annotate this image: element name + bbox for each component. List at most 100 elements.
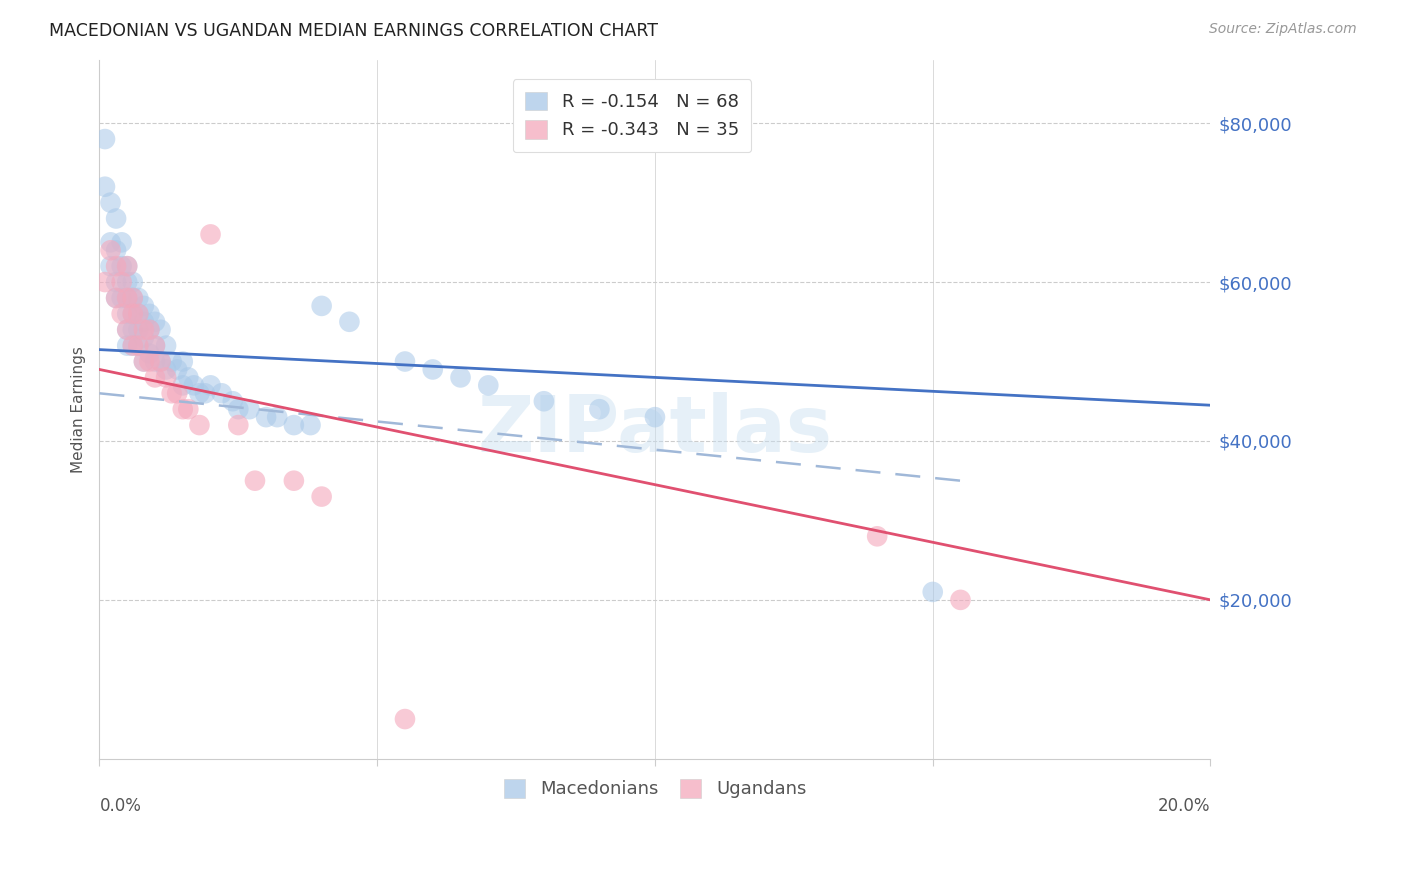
Point [311,299,333,313]
Point [121,307,143,321]
Point [422,362,444,376]
Point [127,307,149,321]
Point [127,338,149,352]
Point [115,259,138,273]
Point [121,323,143,337]
Text: 0.0%: 0.0% [100,797,142,815]
Point [121,275,143,289]
Point [115,338,138,352]
Point [211,386,233,401]
Point [94,132,117,146]
Point [143,354,166,368]
Point [194,386,217,401]
Point [127,291,149,305]
Point [155,338,177,352]
Point [127,323,149,337]
Point [100,244,122,258]
Point [149,354,172,368]
Point [115,307,138,321]
Point [188,386,211,401]
Point [127,307,149,321]
Text: 20.0%: 20.0% [1159,797,1211,815]
Point [921,585,943,599]
Y-axis label: Median Earnings: Median Earnings [72,346,86,473]
Point [132,323,155,337]
Point [132,315,155,329]
Point [172,354,194,368]
Point [115,291,138,305]
Point [243,474,266,488]
Point [228,402,250,417]
Point [121,291,143,305]
Point [121,307,143,321]
Point [149,354,172,368]
Point [111,259,134,273]
Point [143,370,166,384]
Point [100,235,122,250]
Text: Source: ZipAtlas.com: Source: ZipAtlas.com [1209,22,1357,37]
Point [111,291,134,305]
Point [177,402,200,417]
Point [115,323,138,337]
Point [132,299,155,313]
Point [155,370,177,384]
Point [160,386,183,401]
Point [160,354,183,368]
Point [200,378,222,392]
Point [132,354,155,368]
Point [450,370,472,384]
Point [172,402,194,417]
Point [127,338,149,352]
Point [394,354,416,368]
Point [105,291,128,305]
Point [132,354,155,368]
Point [588,402,610,417]
Point [222,394,245,409]
Text: ZIPatlas: ZIPatlas [478,392,832,468]
Point [254,410,277,425]
Point [644,410,666,425]
Point [311,490,333,504]
Point [121,291,143,305]
Point [866,529,889,543]
Point [166,386,188,401]
Point [143,315,166,329]
Point [100,259,122,273]
Point [138,307,160,321]
Point [183,378,205,392]
Point [143,338,166,352]
Legend: Macedonians, Ugandans: Macedonians, Ugandans [494,768,817,809]
Point [121,338,143,352]
Point [138,346,160,360]
Point [228,418,250,433]
Point [149,323,172,337]
Point [177,370,200,384]
Point [166,362,188,376]
Point [533,394,555,409]
Point [138,354,160,368]
Point [121,338,143,352]
Point [105,244,128,258]
Point [111,275,134,289]
Point [155,362,177,376]
Point [115,259,138,273]
Point [138,323,160,337]
Point [94,275,117,289]
Point [115,323,138,337]
Point [172,378,194,392]
Point [339,315,361,329]
Point [138,323,160,337]
Point [105,291,128,305]
Point [115,291,138,305]
Point [477,378,499,392]
Point [188,418,211,433]
Point [143,338,166,352]
Point [949,593,972,607]
Point [200,227,222,242]
Point [115,275,138,289]
Point [105,275,128,289]
Point [94,179,117,194]
Point [266,410,288,425]
Point [111,307,134,321]
Point [105,211,128,226]
